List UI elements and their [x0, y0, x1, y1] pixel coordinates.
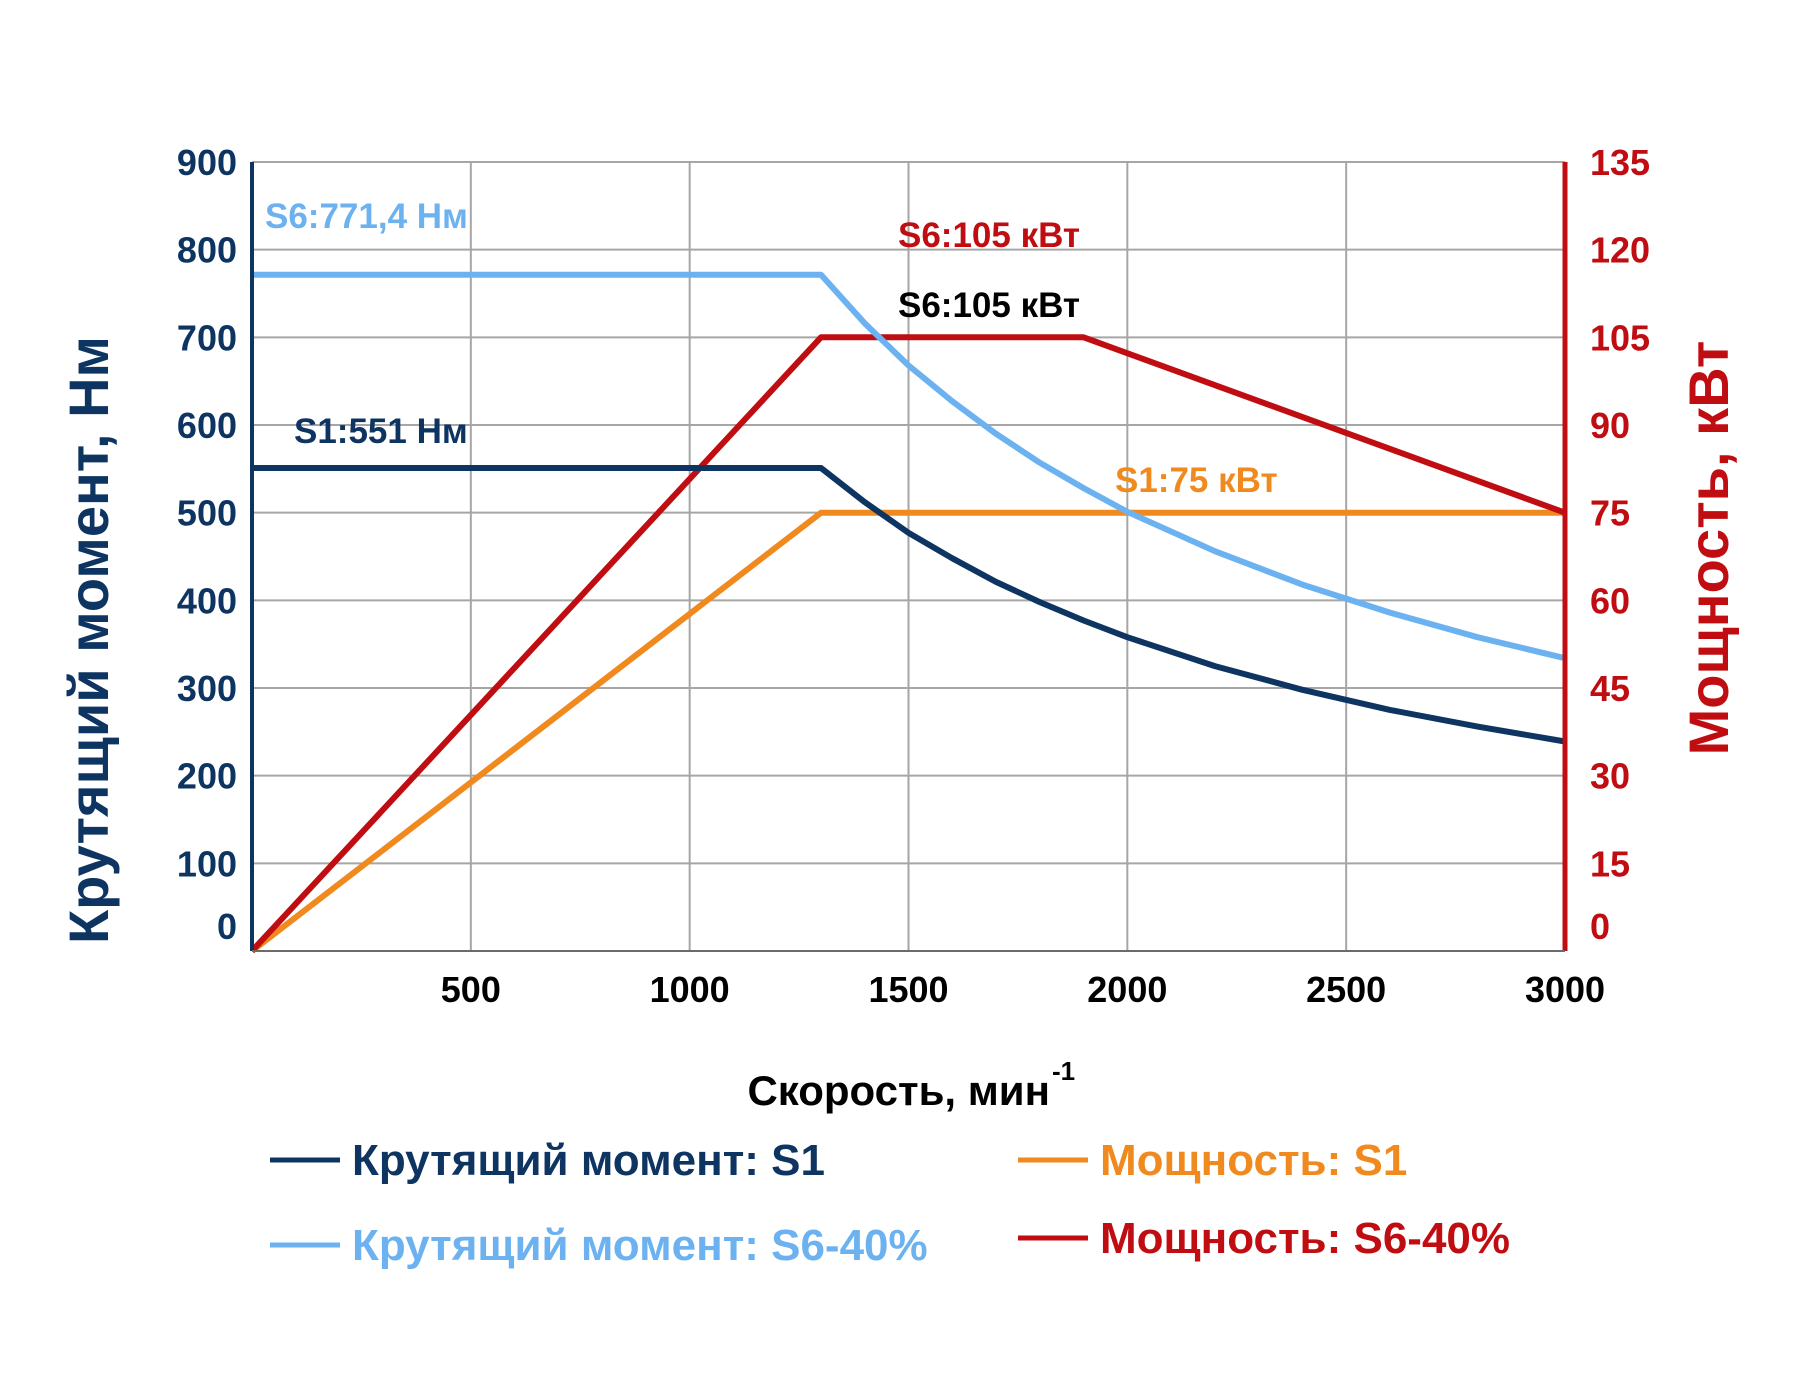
legend-item-torque-s6: Крутящий момент: S6-40% [270, 1221, 928, 1270]
y-left-tick-label: 700 [177, 317, 237, 358]
series-lines [249, 271, 1567, 954]
series-line-1 [252, 465, 1566, 745]
x-tick-label: 2500 [1306, 969, 1386, 1010]
y-right-tick-label: 15 [1590, 843, 1630, 884]
x-axis-title: Скорость, мин [747, 1067, 1050, 1114]
annotation-s6-torque: S6:771,4 Нм [265, 197, 468, 236]
y-right-tick-label: 30 [1590, 756, 1630, 797]
annotation-s6-power-black: S6:105 кВт [898, 286, 1080, 325]
y-left-tick-label: 400 [177, 580, 237, 621]
y-left-tick-label: 900 [177, 142, 237, 183]
x-tick-label: 1500 [868, 969, 948, 1010]
y-right-tick-label: 135 [1590, 142, 1650, 183]
y-left-tick-label: 500 [177, 493, 237, 534]
y-right-tick-label: 75 [1590, 493, 1630, 534]
series-line-2 [252, 271, 1566, 662]
x-tick-label: 500 [441, 969, 501, 1010]
tick-labels: 500 1000 1500 2000 2500 300001002003004005006… [177, 142, 1650, 1010]
y-left-tick-label: 0 [217, 906, 237, 947]
y-right-tick-label: 90 [1590, 405, 1630, 446]
y-right-axis-title: Мощность, кВт [1677, 341, 1740, 756]
y-left-tick-label: 600 [177, 405, 237, 446]
series-line-3 [250, 509, 1565, 954]
y-right-tick-label: 120 [1590, 230, 1650, 271]
annotation-s1-power: S1:75 кВт [1115, 461, 1278, 500]
y-left-tick-label: 200 [177, 756, 237, 797]
legend-label: Крутящий момент: S6-40% [352, 1221, 928, 1270]
y-left-tick-label: 300 [177, 668, 237, 709]
annotation-s1-torque: S1:551 Нм [294, 412, 468, 451]
y-left-tick-label: 800 [177, 230, 237, 271]
legend-label: Мощность: S1 [1100, 1136, 1407, 1185]
y-left-tick-label: 100 [177, 843, 237, 884]
y-right-tick-label: 45 [1590, 668, 1630, 709]
y-right-tick-label: 0 [1590, 906, 1610, 947]
legend-item-torque-s1: Крутящий момент: S1 [270, 1136, 825, 1185]
legend-item-power-s1: Мощность: S1 [1018, 1136, 1407, 1185]
axes [250, 162, 1568, 952]
annotation-s6-power-red: S6:105 кВт [898, 216, 1080, 255]
y-left-axis-title: Крутящий момент, Нм [57, 336, 120, 944]
legend: Крутящий момент: S1 Крутящий момент: S6-… [270, 1136, 1510, 1270]
x-tick-label: 2000 [1087, 969, 1167, 1010]
legend-item-power-s6: Мощность: S6-40% [1018, 1214, 1510, 1263]
series-line-4 [249, 334, 1567, 954]
y-right-tick-label: 60 [1590, 580, 1630, 621]
legend-label: Крутящий момент: S1 [352, 1136, 825, 1185]
legend-label: Мощность: S6-40% [1100, 1214, 1510, 1263]
x-tick-label: 1000 [650, 969, 730, 1010]
x-axis-title-superscript: -1 [1052, 1056, 1075, 1086]
x-tick-label: 3000 [1525, 969, 1605, 1010]
y-right-tick-label: 105 [1590, 317, 1650, 358]
